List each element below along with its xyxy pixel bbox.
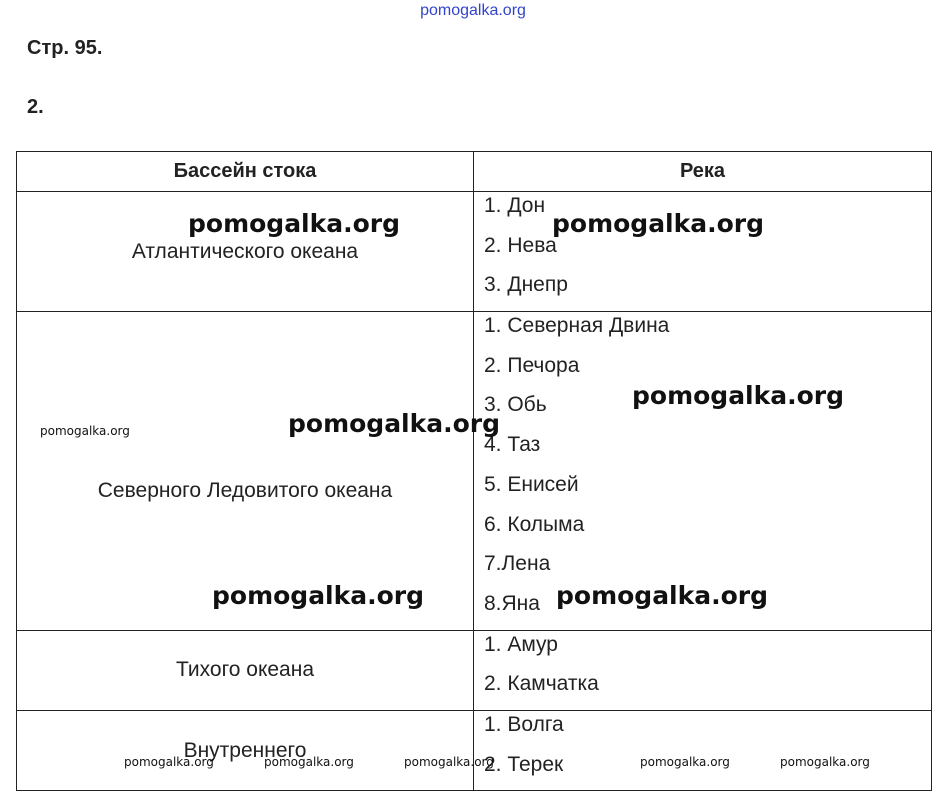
watermark: pomogalka.org (780, 755, 870, 769)
rivers-cell: 1. Дон 2. Нева 3. Днепр (473, 190, 932, 313)
header-river: Река (473, 151, 932, 192)
rivers-cell: 1. Северная Двина 2. Печора 3. Обь 4. Та… (473, 311, 932, 631)
basin-cell: Атлантического океана (16, 190, 474, 313)
river-item: 4. Таз (484, 433, 541, 457)
watermark: pomogalka.org (552, 209, 765, 238)
watermark-top: pomogalka.org (420, 2, 526, 19)
river-item: 2. Нева (484, 233, 557, 257)
table-row: Северного Ледовитого океана 1. Северная … (16, 311, 932, 631)
river-item: 8.Яна (484, 591, 540, 615)
watermark: pomogalka.org (264, 755, 354, 769)
watermark: pomogalka.org (124, 755, 214, 769)
task-number: 2. (27, 96, 44, 118)
rivers-cell: 1. Амур 2. Камчатка (473, 629, 932, 711)
river-item: 5. Енисей (484, 472, 579, 496)
watermark: pomogalka.org (212, 581, 425, 610)
watermark: pomogalka.org (556, 581, 769, 610)
drainage-table: Бассейн стока Река Атлантического океана… (16, 151, 932, 792)
basin-cell: Внутреннего (16, 709, 474, 792)
river-item: 3. Обь (484, 393, 547, 417)
river-item: 1. Северная Двина (484, 314, 670, 338)
page-label: Стр. 95. (27, 37, 103, 59)
river-item: 2. Камчатка (484, 672, 599, 696)
table-row: Тихого океана 1. Амур 2. Камчатка (16, 629, 932, 711)
river-item: 1. Волга (484, 712, 564, 736)
basin-cell: Тихого океана (16, 629, 474, 711)
river-item: 7.Лена (484, 552, 551, 576)
watermark: pomogalka.org (640, 755, 730, 769)
table-row: Атлантического океана 1. Дон 2. Нева 3. … (16, 190, 932, 313)
river-item: 1. Амур (484, 632, 558, 656)
watermark: pomogalka.org (404, 755, 494, 769)
basin-cell: Северного Ледовитого океана (16, 311, 474, 631)
river-item: 1. Дон (484, 194, 546, 217)
watermark: pomogalka.org (288, 409, 501, 438)
watermark: pomogalka.org (188, 209, 401, 238)
river-item: 2. Печора (484, 353, 580, 377)
watermark: pomogalka.org (632, 381, 845, 410)
river-item: 6. Колыма (484, 512, 585, 536)
river-item: 2. Терек (484, 752, 564, 776)
table-row: Внутреннего 1. Волга 2. Терек (16, 709, 932, 792)
table-header: Бассейн стока Река (16, 151, 932, 192)
rivers-cell: 1. Волга 2. Терек (473, 709, 932, 792)
river-item: 3. Днепр (484, 273, 568, 297)
header-basin: Бассейн стока (16, 151, 474, 192)
watermark: pomogalka.org (40, 424, 130, 438)
